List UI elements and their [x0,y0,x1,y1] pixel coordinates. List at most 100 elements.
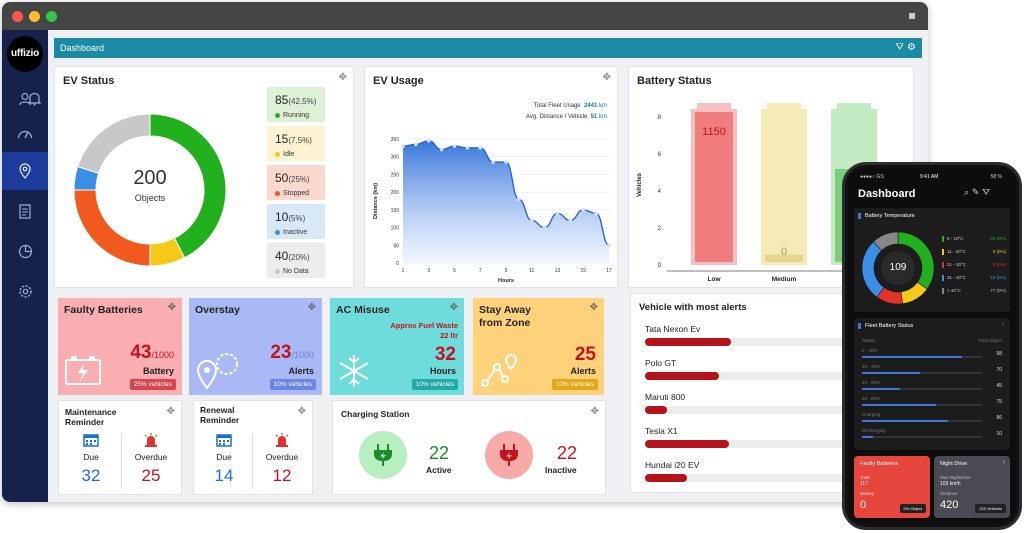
total-fleet-unit: km [599,103,607,109]
drag-handle-icon[interactable]: ✥ [449,302,458,313]
sidebar-item-tracking[interactable] [2,152,48,190]
filter-icon[interactable]: ⛛ [982,188,990,198]
alert-vehicle-row[interactable]: Hundai i20 EV [645,460,845,490]
divider [252,433,253,489]
search-icon[interactable]: ⌕ [964,188,970,198]
temp-legend-item: 0 - 10°C 50 (0%) [942,236,1006,246]
section-marker [858,323,861,329]
stay-away-title: Stay Away from Zone [479,304,531,329]
filter-icon[interactable]: ⛛ [895,42,904,53]
legend-item-no-data[interactable]: 40(20%) No Data [267,243,325,278]
usage-point[interactable] [555,211,560,216]
usage-point[interactable] [517,197,521,202]
alert-vehicle-row[interactable]: Tata Nexon Ev [645,324,845,354]
settings-gear-icon[interactable]: ⚙ [907,42,916,53]
overstay-tile[interactable]: Overstay ✥ 23/1000 Alerts 10% vehicles [189,298,322,395]
usage-point[interactable] [439,147,444,152]
usage-point[interactable] [607,243,611,248]
mobile-header-actions: ⌕ ✎ ⛛ [964,188,990,198]
total-fleet-value: 2441 [583,103,598,109]
usage-point[interactable] [465,146,470,150]
alert-vehicle-row[interactable]: Tesla X1 [645,426,845,456]
drag-handle-icon[interactable]: ✥ [602,72,611,83]
battery-fill-low[interactable] [695,112,733,262]
fbs-row-value: 70 [996,367,1002,373]
ev-status-total: 200 [133,167,167,189]
legend-item-inactive[interactable]: 10(5%) Inactive [267,204,325,239]
sidebar-item-analytics[interactable] [2,232,48,270]
legend-swatch [942,249,944,255]
faulty-batteries-unit: Battery [142,366,174,376]
fleet-battery-row[interactable]: 40 - 60% 45 [862,380,1002,390]
y-axis-label: Vehicles [637,172,643,197]
usage-point[interactable] [426,138,431,143]
usage-point[interactable] [504,160,508,164]
legend-item-stopped[interactable]: 50(25%) Stopped [267,165,325,200]
mobile-night-drive-card[interactable]: Night Drive › Max NightDrive 103 km/h Di… [934,456,1010,518]
y-tick-label: 150 [391,208,400,214]
fbs-header-left: Status [862,338,875,343]
sidebar-item-alerts[interactable] [20,80,48,118]
chevron-right-icon[interactable]: › [1001,321,1004,328]
y-tick-label: 8 [658,115,662,121]
legend-count: 40 [275,249,289,263]
faulty-batteries-tile[interactable]: Faulty Batteries ✥ 43/1000 Battery 25% v… [58,298,182,395]
sidebar-item-reports[interactable] [2,192,48,230]
inactive-count: 22 [557,443,578,463]
legend-item-idle[interactable]: 15(7.5%) Idle [267,126,325,161]
section-marker [858,213,861,219]
fbs-row-value: 98 [996,351,1002,357]
usage-point[interactable] [414,142,418,147]
total-fleet-label: Total Fleet Usage [533,103,581,109]
pen-icon[interactable]: ✎ [971,188,980,198]
minimize-window-button[interactable] [29,11,40,22]
maximize-window-button[interactable] [46,11,57,22]
usage-point[interactable] [581,208,586,212]
overstay-value: 23/1000 [270,342,314,364]
usage-point[interactable] [452,144,457,148]
usage-point[interactable] [478,146,483,150]
alert-bar-track [645,406,845,414]
fbs-header-right: Total Object [978,338,1002,343]
status-battery: 58 % [990,174,1002,180]
drag-handle-icon[interactable]: ✥ [297,406,306,417]
main-content: Dashboard ⛛ ⚙ EV Status ✥ 200 Objects 85… [48,30,928,502]
ev-status-card: EV Status ✥ 200 Objects 85(42.5%) Running… [54,66,354,288]
battery-fill-medium[interactable] [765,254,803,263]
usage-point[interactable] [529,218,534,223]
fleet-battery-row[interactable]: 60 - 80% 75 [862,396,1002,406]
drag-handle-icon[interactable]: ✥ [167,302,176,313]
drag-handle-icon[interactable]: ✥ [589,302,598,313]
stay-away-tile[interactable]: Stay Away from Zone ✥ 25 Alerts 10% vehi… [473,298,604,395]
usage-point[interactable] [594,211,598,216]
drag-handle-icon[interactable]: ✥ [338,72,347,83]
legend-item-running[interactable]: 85(42.5%) Running [267,87,325,122]
sidebar-item-settings[interactable] [2,272,48,310]
temp-legend-value: 0 (0%) [992,249,1006,254]
ac-misuse-tile[interactable]: AC Misuse ✥ Approx Fuel Waste 22 ltr 32 … [330,298,464,395]
fleet-battery-row[interactable]: Charging 86 [862,412,1002,422]
mobile-faulty-batteries-card[interactable]: Faulty Batteries Total 117 Battery 0 0% … [854,456,930,518]
drag-handle-icon[interactable]: ✥ [166,406,175,417]
drag-handle-icon[interactable]: ✥ [307,302,316,313]
ev-usage-title: EV Usage [373,75,424,87]
drag-handle-icon[interactable]: ✥ [590,406,599,417]
temp-donut-slice[interactable] [872,231,899,251]
fleet-battery-row[interactable]: 20 - 40% 70 [862,364,1002,374]
chevron-right-icon[interactable]: › [1002,459,1005,466]
sidebar-item-dashboard[interactable] [2,114,48,152]
usage-point[interactable] [491,160,495,164]
alert-vehicle-row[interactable]: Maruti 800 [645,392,845,422]
fleet-battery-row[interactable]: Discharging 10 [862,428,1002,438]
usage-point[interactable] [401,144,405,148]
ac-misuse-value: 32 [434,344,456,365]
fleet-battery-row[interactable]: 0 - 20% 98 [862,348,1002,358]
legend-swatch [942,262,944,268]
donut-slice-no-data[interactable] [77,113,151,174]
window-menu-icon[interactable]: ▪ [908,8,917,22]
usage-point[interactable] [542,225,547,230]
alert-vehicle-row[interactable]: Polo GT [645,358,845,388]
usage-point[interactable] [568,218,573,223]
sidebar-item-profile[interactable] [2,80,48,118]
close-window-button[interactable] [12,11,23,22]
